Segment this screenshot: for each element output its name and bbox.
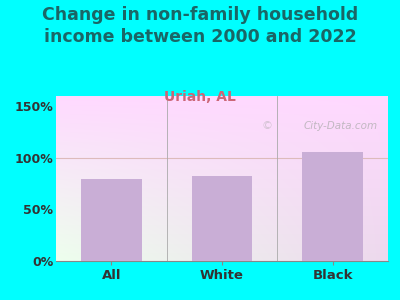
Text: City-Data.com: City-Data.com: [304, 121, 378, 131]
Text: ©: ©: [262, 121, 273, 131]
Bar: [192, 176, 252, 261]
Bar: [302, 152, 363, 261]
Bar: [81, 178, 142, 261]
Text: Change in non-family household
income between 2000 and 2022: Change in non-family household income be…: [42, 6, 358, 46]
Text: Uriah, AL: Uriah, AL: [164, 90, 236, 104]
